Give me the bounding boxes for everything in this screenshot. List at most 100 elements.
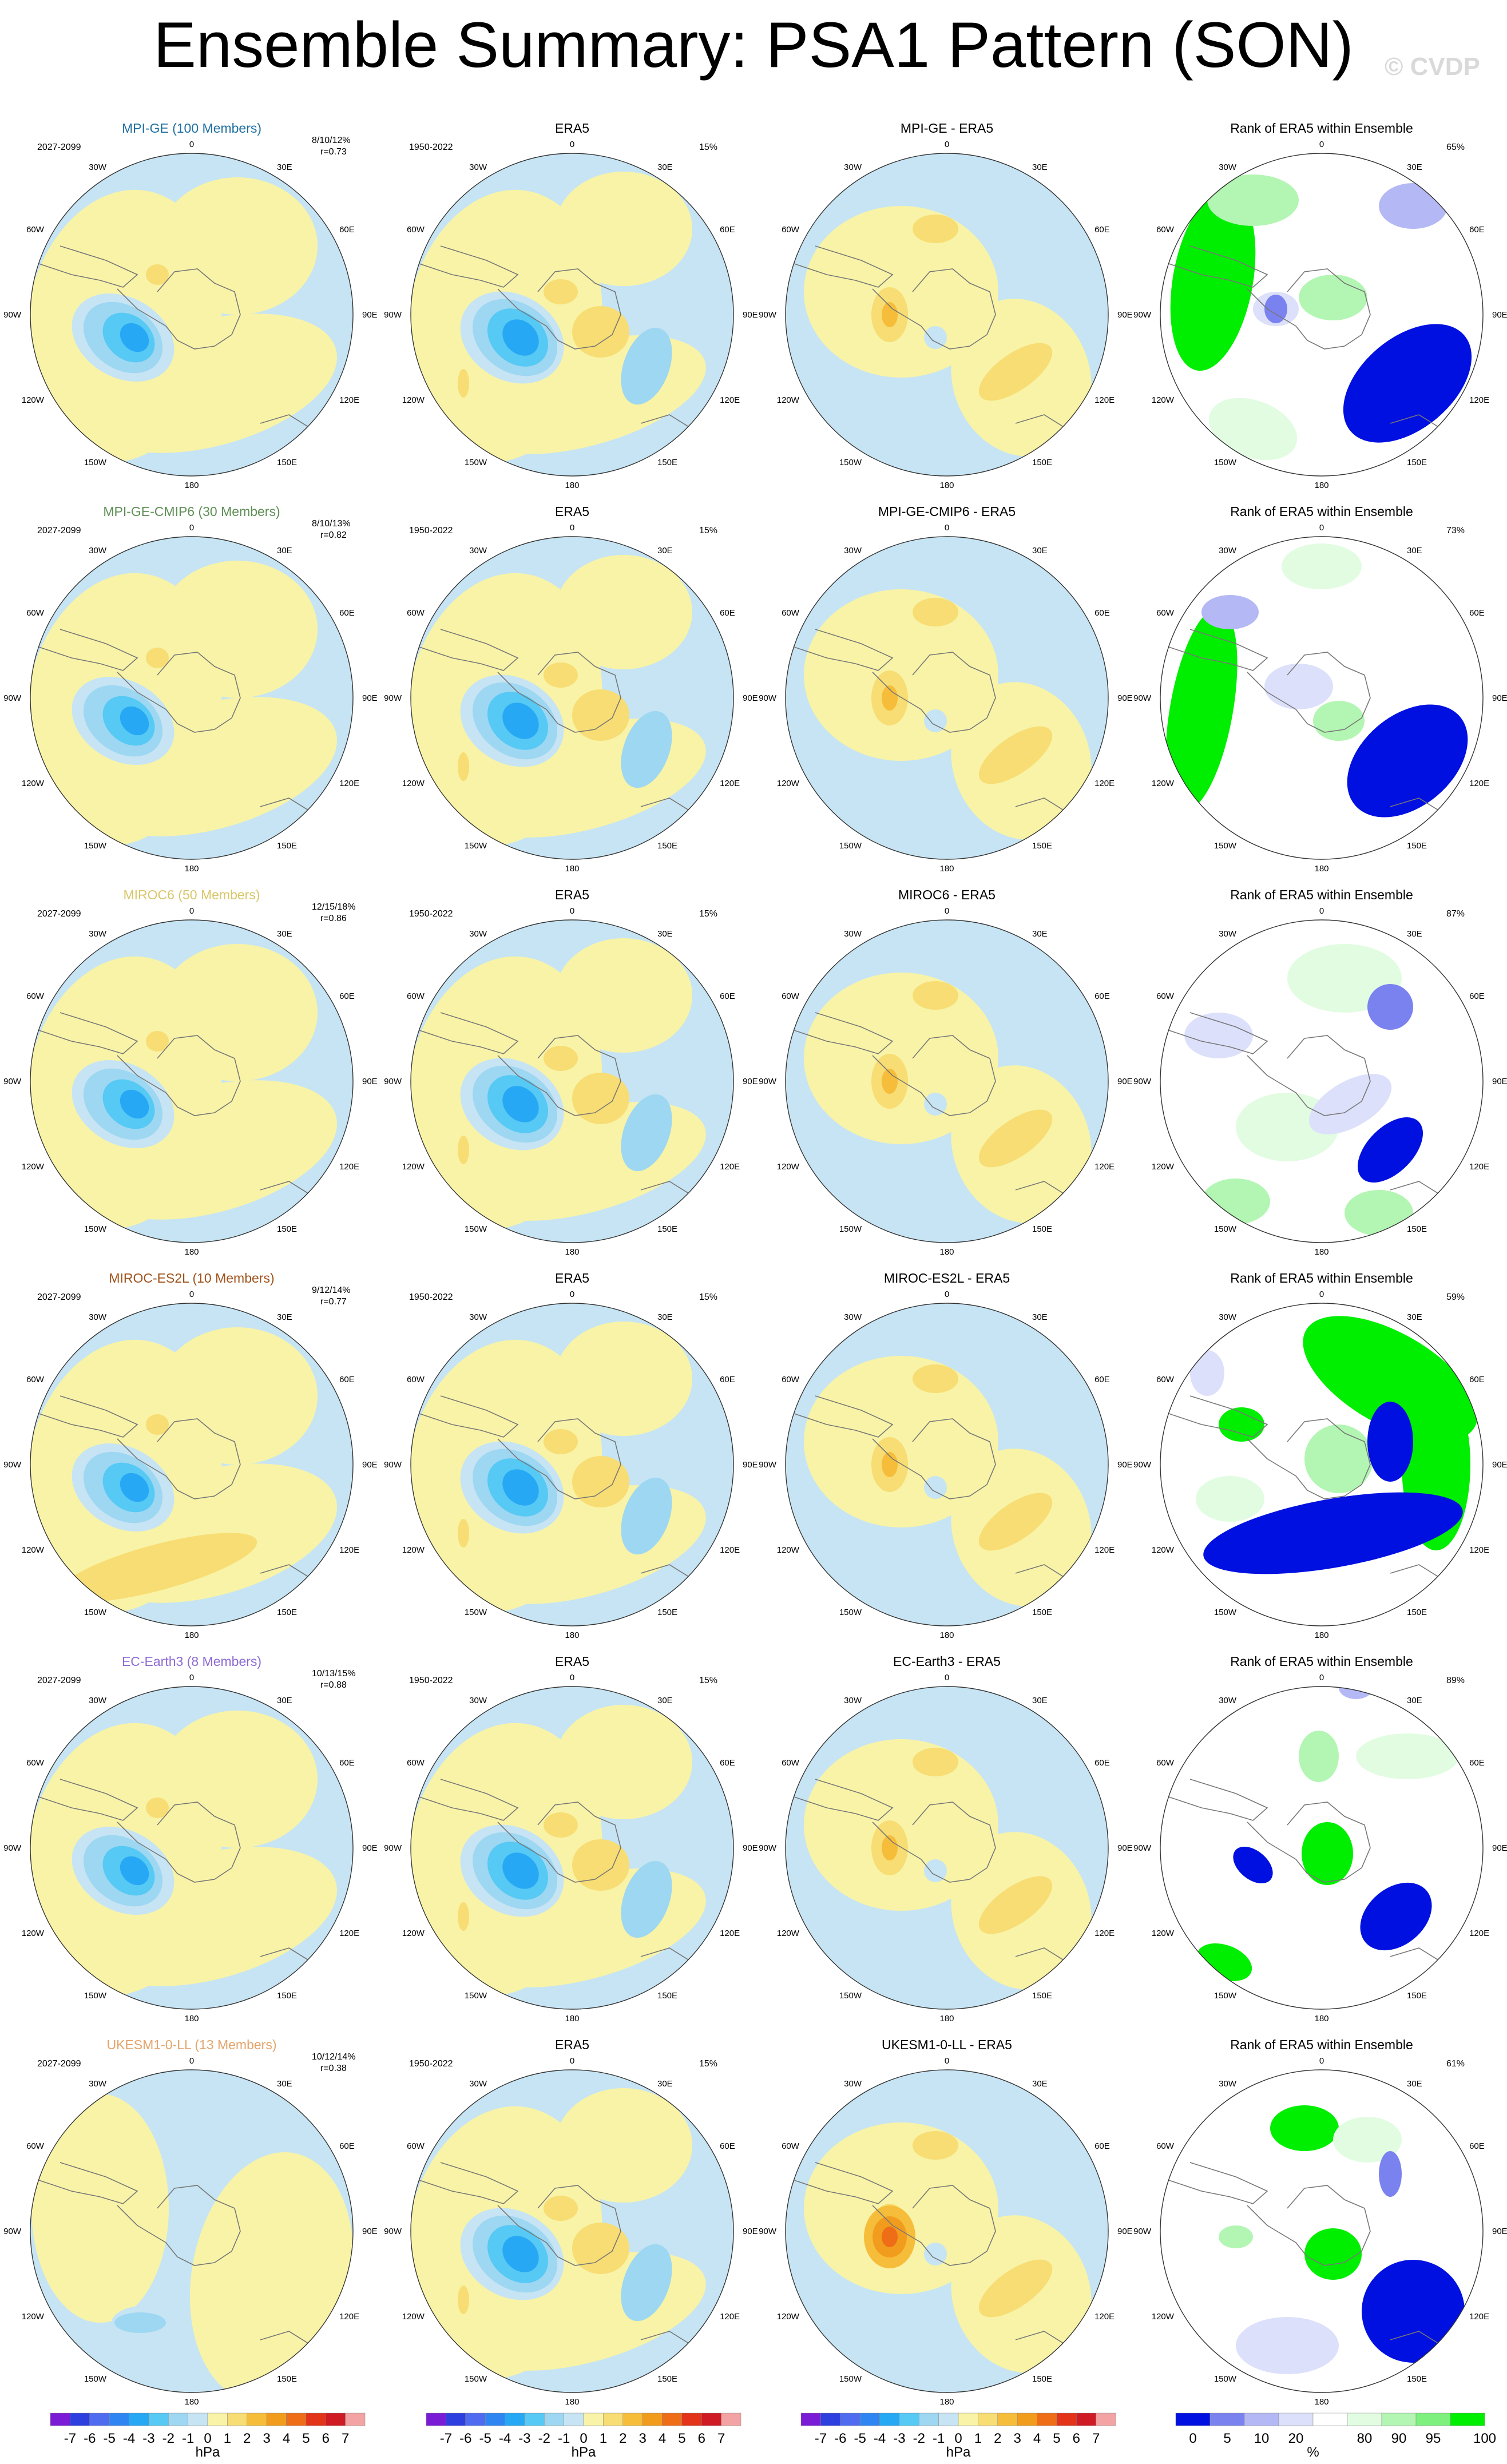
- longitude-label: 120E: [720, 779, 740, 788]
- longitude-label: 150E: [1032, 2374, 1052, 2384]
- contour-region: [458, 752, 469, 781]
- era-title: ERA5: [555, 121, 589, 136]
- contour-region: [978, 726, 1053, 784]
- coastline-antarctica: [117, 2185, 241, 2266]
- rank-title: Rank of ERA5 within Ensemble: [1230, 1271, 1413, 1285]
- contour-region: [924, 1476, 947, 1499]
- contour-region: [978, 343, 1053, 401]
- colorbar-swatch: [1244, 2413, 1279, 2426]
- coastline-south-america: [417, 1779, 519, 1821]
- longitude-label: 30E: [1032, 929, 1048, 939]
- contour-region: [146, 1414, 169, 1435]
- contour-region: [458, 1136, 469, 1164]
- colorbar-swatch: [485, 2413, 505, 2426]
- map-boundary: [410, 2069, 734, 2393]
- longitude-label: 90E: [1492, 2227, 1507, 2236]
- longitude-label: 30E: [1407, 162, 1422, 172]
- contour-region: [1170, 189, 1256, 371]
- longitude-label: 60E: [339, 225, 355, 235]
- colorbar-swatch: [465, 2413, 486, 2426]
- contour-region: [544, 1429, 578, 1454]
- longitude-label: 150W: [839, 2374, 862, 2384]
- longitude-label: 90E: [1117, 1843, 1133, 1853]
- longitude-label: 0: [570, 906, 574, 916]
- contour-region: [1333, 2117, 1402, 2163]
- model-period: 2027-2099: [37, 1292, 81, 1302]
- contour-region: [924, 1859, 947, 1882]
- longitude-label: 30W: [1219, 162, 1237, 172]
- contour-region: [502, 319, 539, 356]
- longitude-label: 150W: [1214, 841, 1237, 851]
- model-correlation: r=0.88: [320, 1680, 347, 1690]
- model-stats: 9/12/14%: [312, 1285, 351, 1295]
- era-period: 1950-2022: [409, 1292, 453, 1302]
- longitude-label: 120E: [1469, 1929, 1489, 1938]
- contour-region: [1347, 704, 1468, 818]
- map-field: [411, 153, 733, 476]
- contour-region: [1357, 1117, 1423, 1183]
- coastline-antarctica: [497, 268, 621, 350]
- coastline-south-america: [37, 1779, 138, 1821]
- longitude-label: 150W: [84, 2374, 107, 2384]
- contour-region: [882, 1452, 898, 1477]
- longitude-label: 60E: [339, 608, 355, 618]
- contour-region: [1203, 1492, 1463, 1574]
- longitude-label: 0: [570, 1673, 574, 1683]
- contour-region: [1264, 664, 1333, 709]
- contour-region: [1356, 1733, 1459, 1779]
- rank-title: Rank of ERA5 within Ensemble: [1230, 887, 1413, 902]
- longitude-label: 180: [939, 2014, 954, 2023]
- era-period: 1950-2022: [409, 2059, 453, 2069]
- longitude-label: 120E: [1469, 2312, 1489, 2322]
- model-title: MPI-GE (100 Members): [122, 121, 261, 136]
- contour-region: [882, 1835, 898, 1860]
- longitude-label: 150W: [84, 458, 107, 467]
- map-panel: 0 30E 60E 90E 120E 150E 180 150W 120W 90W 60W 30W: [1133, 140, 1507, 490]
- longitude-label: 150E: [657, 841, 677, 851]
- longitude-label: 150E: [277, 1608, 297, 1617]
- map-panel: 0 30E 60E 90E 120E 150E 180 150W 120W 90W 60W 30W: [384, 906, 758, 1257]
- longitude-label: 120E: [339, 395, 359, 405]
- contour-region: [572, 689, 629, 741]
- longitude-label: 180: [1314, 1630, 1328, 1640]
- longitude-label: 60E: [1469, 1375, 1485, 1384]
- colorbar-swatch: [859, 2413, 880, 2426]
- longitude-label: 90E: [1492, 1077, 1507, 1086]
- map-panel: 0 30E 60E 90E 120E 150E 180 150W 120W 90W 60W 30W: [384, 1289, 758, 1640]
- map-field: [786, 920, 1108, 1243]
- longitude-label: 90W: [1133, 693, 1152, 703]
- contour-region: [502, 2236, 539, 2272]
- contour-region: [804, 2122, 998, 2294]
- longitude-label: 60E: [339, 1375, 355, 1384]
- longitude-label: 0: [189, 1673, 194, 1683]
- coastline-antarctica: [872, 2185, 996, 2266]
- era-title: ERA5: [555, 887, 589, 902]
- longitude-label: 120W: [402, 1162, 425, 1172]
- colorbar-tick-label: 3: [1013, 2431, 1021, 2446]
- difference-title: EC-Earth3 - ERA5: [893, 1654, 1001, 1669]
- era-title: ERA5: [555, 504, 589, 519]
- longitude-label: 60E: [339, 2141, 355, 2151]
- longitude-label: 120E: [339, 2312, 359, 2322]
- longitude-label: 90W: [759, 1077, 777, 1086]
- map-boundary: [1160, 536, 1484, 860]
- longitude-label: 180: [1314, 481, 1328, 490]
- colorbar-tick-label: 7: [342, 2431, 349, 2446]
- map-boundary: [785, 1686, 1109, 2010]
- colorbar-tick-label: 2: [994, 2431, 1001, 2446]
- rank-title: Rank of ERA5 within Ensemble: [1230, 504, 1413, 519]
- map-panel: 0 30E 60E 90E 120E 150E 180 150W 120W 90W 60W 30W: [384, 2056, 758, 2407]
- longitude-label: 150E: [1407, 1991, 1427, 2001]
- rank-percent: 73%: [1446, 526, 1465, 535]
- model-correlation: r=0.77: [320, 1297, 347, 1307]
- contour-region: [913, 215, 958, 243]
- colorbar-tick-label: 6: [698, 2431, 705, 2446]
- longitude-label: 150W: [839, 841, 862, 851]
- map-boundary: [410, 919, 734, 1243]
- longitude-label: 60W: [782, 225, 800, 235]
- colorbar-tick-label: -5: [103, 2431, 115, 2446]
- era-period: 1950-2022: [409, 1676, 453, 1685]
- colorbar-swatch: [207, 2413, 228, 2426]
- longitude-label: 180: [565, 864, 579, 874]
- longitude-label: 120E: [1469, 779, 1489, 788]
